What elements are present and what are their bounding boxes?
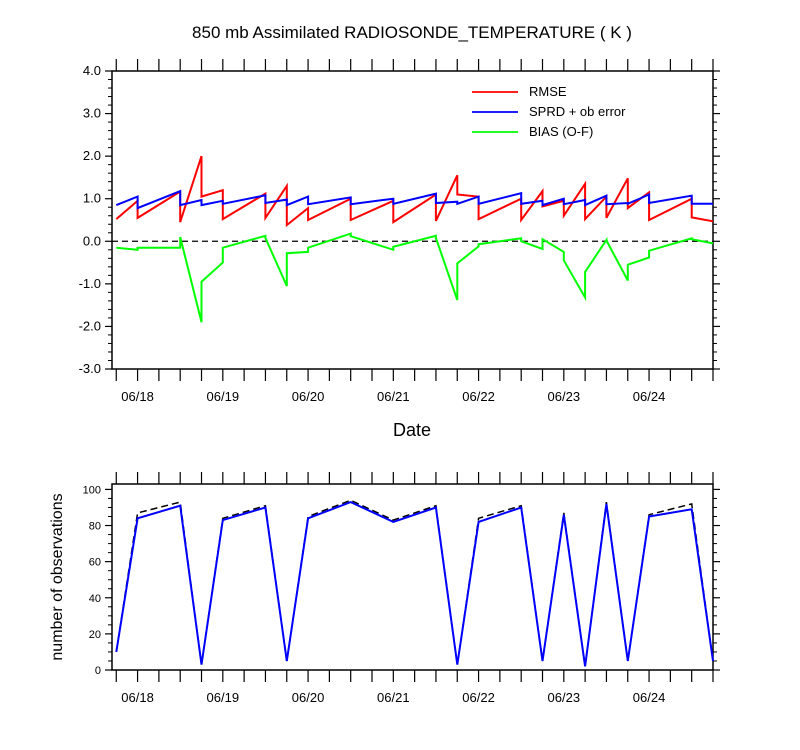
- y-tick-label: 1.0: [83, 191, 101, 206]
- legend-label-2: BIAS (O-F): [529, 124, 593, 139]
- chart-title: 850 mb Assimilated RADIOSONDE_TEMPERATUR…: [192, 23, 632, 42]
- y-tick-label: -3.0: [79, 361, 101, 376]
- legend-label-1: SPRD + ob error: [529, 104, 626, 119]
- series-line-0: [115, 155, 714, 228]
- y-tick-label: 20: [89, 629, 101, 641]
- top-panel: 4.0 3.0 2.0 1.0 0.0 -1.0 -2.0 -3.0 06/18 06/19 06/…: [79, 59, 720, 404]
- x-tick-label: 06/21: [377, 389, 410, 404]
- y-tick-label: 0.0: [83, 233, 101, 248]
- bottom-y-axis-label: number of observations: [49, 493, 66, 660]
- y-tick-label: 2.0: [83, 148, 101, 163]
- x-tick-label: 06/18: [121, 690, 154, 705]
- x-tick-label: 06/18: [121, 389, 154, 404]
- y-tick-label: 0: [95, 665, 101, 677]
- x-tick-label: 06/23: [548, 389, 581, 404]
- y-tick-label: 4.0: [83, 63, 101, 78]
- series-line-1: [115, 189, 713, 210]
- x-tick-label: 06/24: [633, 389, 666, 404]
- x-tick-label: 06/21: [377, 690, 410, 705]
- x-tick-label: 06/24: [633, 690, 666, 705]
- y-tick-label: -1.0: [79, 276, 101, 291]
- top-x-axis-label: Date: [393, 420, 431, 440]
- plot-frame: [111, 483, 714, 671]
- bottom-panel: 100 80 60 40 20 0 06/18 06/19 06/20 06/21 06/22 06/…: [83, 472, 720, 705]
- x-tick-label: 06/19: [207, 389, 240, 404]
- y-tick-label: -2.0: [79, 318, 101, 333]
- x-tick-label: 06/19: [207, 690, 240, 705]
- x-tick-label: 06/23: [548, 690, 581, 705]
- series-line-2: [116, 232, 714, 323]
- y-tick-label: 40: [89, 593, 101, 605]
- x-tick-label: 06/22: [462, 690, 495, 705]
- series-line-1: [115, 501, 714, 667]
- plot-frame: [111, 70, 714, 370]
- y-tick-label: 3.0: [83, 106, 101, 121]
- x-tick-label: 06/20: [292, 690, 325, 705]
- y-tick-label: 60: [89, 557, 101, 569]
- y-tick-label: 80: [89, 521, 101, 533]
- x-tick-label: 06/20: [292, 389, 325, 404]
- y-tick-label: 100: [83, 484, 101, 496]
- legend-label-0: RMSE: [529, 84, 567, 99]
- x-tick-label: 06/22: [462, 389, 495, 404]
